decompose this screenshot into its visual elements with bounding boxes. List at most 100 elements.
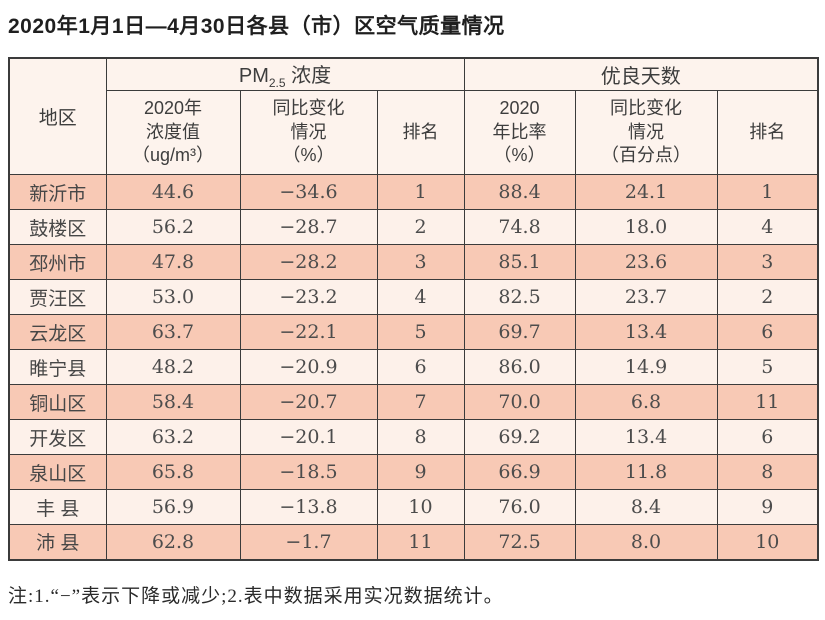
cell-good-ratio: 86.0 (463, 349, 576, 385)
header-good-rank: 排名 (716, 90, 819, 175)
cell-region: 沛 县 (8, 524, 107, 560)
cell-region: 贾汪区 (8, 279, 107, 315)
cell-pm-rank: 6 (376, 349, 465, 385)
cell-good-rank: 6 (716, 419, 819, 455)
table-row: 鼓楼区 56.2 −28.7 2 74.8 18.0 4 (8, 209, 819, 245)
cell-region: 云龙区 (8, 314, 107, 350)
cell-good-ratio: 82.5 (463, 279, 576, 315)
cell-pm-rank: 2 (376, 209, 465, 245)
cell-pm-value: 56.9 (105, 489, 241, 525)
cell-good-ratio: 72.5 (463, 524, 576, 560)
cell-pm-change: −18.5 (239, 454, 378, 490)
cell-good-rank: 5 (716, 349, 819, 385)
table-row: 铜山区 58.4 −20.7 7 70.0 6.8 11 (8, 384, 819, 420)
header-group-good-days: 优良天数 (463, 57, 819, 91)
cell-pm-change: −20.9 (239, 349, 378, 385)
pm25-label-prefix: PM (238, 65, 269, 87)
header-sub-row: 2020年 浓度值 （ug/m³） 同比变化 情况 （%） 排名 2020 年比… (9, 90, 819, 175)
header-group-row: 地区 PM2.5 浓度 优良天数 (8, 57, 819, 175)
cell-region: 铜山区 (8, 384, 107, 420)
cell-good-rank: 4 (716, 209, 819, 245)
cell-pm-value: 53.0 (105, 279, 241, 315)
cell-pm-change: −34.6 (239, 174, 378, 210)
cell-pm-change: −1.7 (239, 524, 378, 560)
cell-pm-value: 58.4 (105, 384, 241, 420)
cell-pm-change: −20.1 (239, 419, 378, 455)
table-row: 丰 县 56.9 −13.8 10 76.0 8.4 9 (8, 489, 819, 525)
cell-good-ratio: 85.1 (463, 244, 576, 280)
table-row: 泉山区 65.8 −18.5 9 66.9 11.8 8 (8, 454, 819, 490)
cell-region: 新沂市 (8, 174, 107, 210)
header-region: 地区 (8, 57, 107, 175)
cell-pm-value: 47.8 (105, 244, 241, 280)
cell-good-rank: 11 (716, 384, 819, 420)
cell-pm-rank: 9 (376, 454, 465, 490)
cell-good-rank: 6 (716, 314, 819, 350)
cell-pm-value: 56.2 (105, 209, 241, 245)
cell-good-ratio: 76.0 (463, 489, 576, 525)
cell-pm-change: −28.7 (239, 209, 378, 245)
cell-pm-rank: 3 (376, 244, 465, 280)
cell-pm-change: −20.7 (239, 384, 378, 420)
cell-good-change: 23.7 (574, 279, 718, 315)
table-row: 沛 县 62.8 −1.7 11 72.5 8.0 10 (8, 524, 819, 560)
page-title: 2020年1月1日—4月30日各县（市）区空气质量情况 (8, 15, 505, 38)
cell-region: 丰 县 (8, 489, 107, 525)
cell-region: 邳州市 (8, 244, 107, 280)
cell-good-ratio: 69.7 (463, 314, 576, 350)
cell-pm-value: 63.7 (105, 314, 241, 350)
cell-region: 睢宁县 (8, 349, 107, 385)
cell-pm-rank: 4 (376, 279, 465, 315)
table-row: 睢宁县 48.2 −20.9 6 86.0 14.9 5 (8, 349, 819, 385)
cell-pm-rank: 10 (376, 489, 465, 525)
cell-pm-change: −28.2 (239, 244, 378, 280)
table-row: 邳州市 47.8 −28.2 3 85.1 23.6 3 (8, 244, 819, 280)
cell-good-ratio: 70.0 (463, 384, 576, 420)
cell-pm-rank: 8 (376, 419, 465, 455)
cell-good-ratio: 66.9 (463, 454, 576, 490)
cell-good-change: 13.4 (574, 419, 718, 455)
cell-pm-value: 65.8 (105, 454, 241, 490)
cell-pm-value: 62.8 (105, 524, 241, 560)
pm25-label-suffix: 浓度 (285, 65, 332, 87)
cell-pm-change: −13.8 (239, 489, 378, 525)
cell-good-change: 8.0 (574, 524, 718, 560)
header-good-change: 同比变化 情况 （百分点） (574, 90, 718, 175)
cell-good-rank: 3 (716, 244, 819, 280)
cell-pm-rank: 5 (376, 314, 465, 350)
cell-good-rank: 2 (716, 279, 819, 315)
cell-good-change: 23.6 (574, 244, 718, 280)
cell-pm-value: 63.2 (105, 419, 241, 455)
cell-good-change: 18.0 (574, 209, 718, 245)
pm25-label-subscript: 2.5 (268, 76, 286, 90)
header-pm-value: 2020年 浓度值 （ug/m³） (105, 90, 241, 175)
cell-good-change: 11.8 (574, 454, 718, 490)
cell-pm-rank: 1 (376, 174, 465, 210)
cell-region: 开发区 (8, 419, 107, 455)
cell-good-ratio: 88.4 (463, 174, 576, 210)
cell-good-ratio: 74.8 (463, 209, 576, 245)
header-group-pm25: PM2.5 浓度 (105, 57, 465, 91)
table-row: 开发区 63.2 −20.1 8 69.2 13.4 6 (8, 419, 819, 455)
cell-good-rank: 10 (716, 524, 819, 560)
cell-pm-rank: 11 (376, 524, 465, 560)
cell-good-rank: 1 (716, 174, 819, 210)
cell-pm-value: 48.2 (105, 349, 241, 385)
cell-good-rank: 9 (716, 489, 819, 525)
cell-good-change: 8.4 (574, 489, 718, 525)
table-row: 贾汪区 53.0 −23.2 4 82.5 23.7 2 (8, 279, 819, 315)
table-header: 地区 PM2.5 浓度 优良天数 2020年 浓度值 （ug/m³） 同比变化 … (8, 57, 819, 175)
cell-good-change: 6.8 (574, 384, 718, 420)
table-row: 新沂市 44.6 −34.6 1 88.4 24.1 1 (8, 174, 819, 210)
cell-pm-change: −22.1 (239, 314, 378, 350)
air-quality-table: 地区 PM2.5 浓度 优良天数 2020年 浓度值 （ug/m³） 同比变化 … (8, 57, 820, 561)
cell-good-change: 24.1 (574, 174, 718, 210)
table-row: 云龙区 63.7 −22.1 5 69.7 13.4 6 (8, 314, 819, 350)
cell-region: 泉山区 (8, 454, 107, 490)
cell-good-rank: 8 (716, 454, 819, 490)
cell-pm-rank: 7 (376, 384, 465, 420)
cell-pm-value: 44.6 (105, 174, 241, 210)
cell-pm-change: −23.2 (239, 279, 378, 315)
cell-region: 鼓楼区 (8, 209, 107, 245)
